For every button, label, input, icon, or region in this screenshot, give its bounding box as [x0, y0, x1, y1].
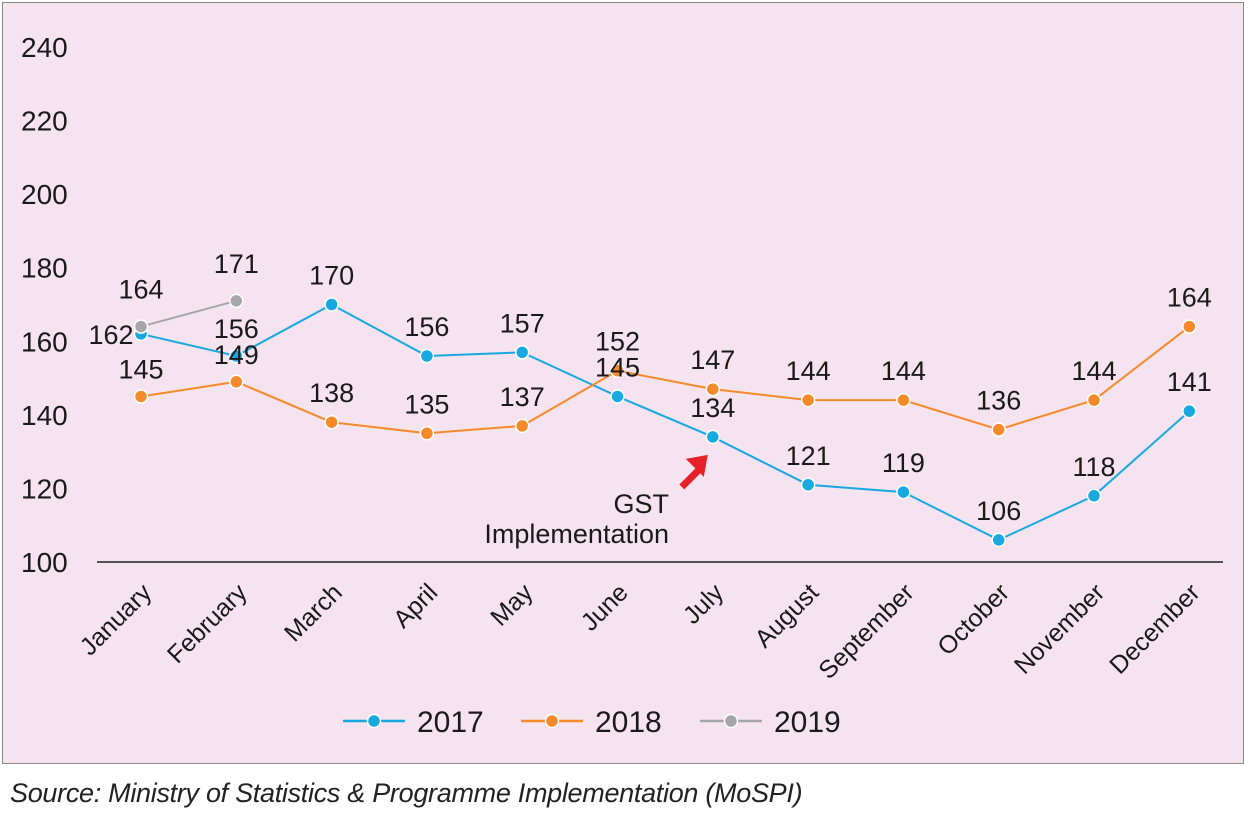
data-label-2017: 118 [1072, 452, 1115, 482]
x-tick-label: March [279, 578, 348, 647]
data-label-2017: 119 [882, 448, 925, 478]
data-point-2017 [991, 532, 1006, 548]
data-label-2018: 149 [214, 340, 259, 370]
data-point-2017 [324, 297, 339, 312]
x-tick-label: December [1104, 578, 1205, 679]
y-tick-label: 120 [21, 473, 68, 504]
data-point-2017 [705, 429, 721, 445]
data-point-2017 [610, 389, 625, 404]
data-point-2018 [610, 363, 625, 378]
y-tick-label: 180 [21, 253, 68, 284]
data-point-2017 [1182, 403, 1197, 419]
y-tick-label: 240 [21, 32, 68, 63]
data-label-2019: 164 [118, 275, 163, 305]
y-tick-label: 140 [21, 400, 68, 431]
legend-marker-2019 [723, 713, 739, 729]
legend-label-2019: 2019 [774, 706, 841, 739]
legend-label-2017: 2017 [417, 706, 484, 739]
data-point-2018 [229, 374, 244, 389]
data-point-2018 [705, 381, 721, 397]
x-tick-label: September [813, 578, 919, 684]
data-label-2017: 145 [595, 352, 640, 382]
data-label-2018: 144 [786, 356, 831, 386]
annotation-line-1: GST [613, 489, 669, 519]
data-point-2018 [991, 422, 1006, 437]
data-point-2018 [896, 392, 911, 408]
series-line-2019 [140, 299, 237, 328]
series-line-2018 [140, 325, 1190, 435]
data-point-2018 [1182, 319, 1197, 334]
x-tick-label: July [678, 578, 730, 630]
data-point-2019 [229, 293, 244, 309]
data-point-2018 [1086, 392, 1102, 408]
legend-marker-2017 [366, 713, 382, 729]
y-tick-label: 160 [21, 326, 68, 357]
data-label-2017: 157 [500, 308, 545, 338]
legend-label-2018: 2018 [595, 706, 662, 739]
data-label-2017: 162 [88, 320, 133, 350]
data-label-2018: 147 [690, 345, 735, 375]
x-tick-label: August [749, 578, 824, 653]
data-point-2018 [800, 392, 816, 408]
data-point-2018 [133, 389, 149, 404]
data-label-2018: 137 [500, 382, 545, 412]
x-tick-label: October [932, 578, 1015, 661]
data-point-2018 [324, 414, 339, 430]
x-tick-label: April [388, 578, 443, 633]
line-chart: 100 120 140 160 180 200 220 240 January February M… [21, 32, 1223, 739]
data-point-2017 [514, 345, 530, 360]
x-tick-label: May [485, 578, 539, 632]
annotation-arrow-shaft [679, 466, 703, 490]
data-label-2018: 144 [1071, 356, 1116, 386]
data-point-2017 [1086, 488, 1102, 504]
data-label-2017: 134 [690, 393, 735, 423]
data-label-2017: 156 [404, 312, 449, 342]
data-label-2018: 136 [976, 386, 1021, 416]
annotation-line-2: Implementation [484, 519, 669, 549]
data-label-2018: 145 [118, 354, 163, 384]
y-tick-label: 100 [21, 547, 68, 578]
data-label-2017: 106 [976, 496, 1021, 526]
data-label-2018: 164 [1167, 283, 1212, 313]
x-tick-label: February [162, 578, 253, 669]
data-label-2018: 152 [595, 327, 640, 357]
x-tick-label: January [75, 578, 158, 661]
data-point-2018 [514, 418, 530, 434]
data-point-2017 [419, 348, 435, 364]
chart-frame: 100 120 140 160 180 200 220 240 January February M… [2, 2, 1244, 764]
data-label-2017: 141 [1167, 367, 1212, 397]
data-label-2017: 121 [786, 441, 831, 471]
data-point-2017 [896, 484, 911, 500]
data-label-2018: 144 [881, 356, 926, 386]
x-tick-label: November [1009, 578, 1110, 679]
source-note: Source: Ministry of Statistics & Program… [10, 778, 803, 808]
y-tick-label: 220 [21, 106, 68, 137]
data-point-2018 [419, 426, 435, 441]
x-tick-label: June [576, 578, 634, 636]
data-label-2018: 138 [309, 378, 354, 408]
data-label-2017: 156 [214, 314, 259, 344]
series-line-2017 [140, 303, 1190, 542]
data-label-2018: 135 [404, 389, 449, 419]
annotation-arrow-head [685, 454, 708, 477]
data-label-2019: 171 [214, 249, 259, 279]
data-label-2017: 170 [309, 261, 354, 291]
data-point-2019 [133, 319, 149, 334]
y-tick-label: 200 [21, 179, 68, 210]
legend-marker-2018 [544, 713, 560, 729]
data-point-2017 [800, 477, 816, 492]
data-point-2017 [229, 348, 244, 364]
